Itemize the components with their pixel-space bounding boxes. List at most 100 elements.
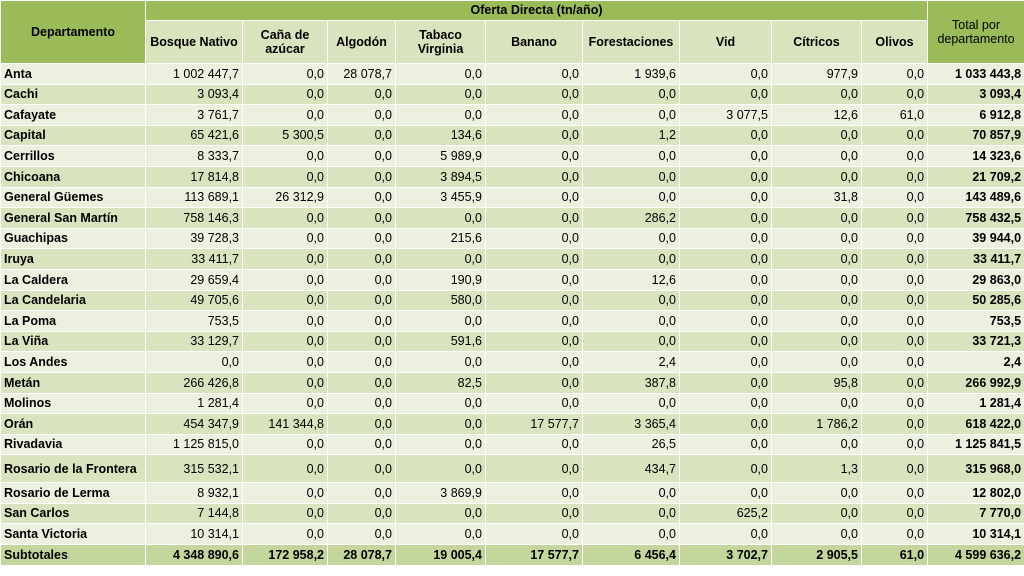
- value-cell: 0,0: [582, 523, 680, 546]
- total-cell: 618 422,0: [927, 413, 1024, 435]
- value-cell: 0,0: [242, 502, 328, 525]
- departamento-cell: Cafayate: [0, 104, 146, 126]
- value-cell: 215,6: [395, 227, 486, 250]
- value-cell: 0,0: [860, 186, 929, 209]
- value-cell: 0,0: [327, 83, 396, 106]
- value-cell: 0,0: [582, 227, 680, 250]
- value-cell: 0,0: [485, 145, 583, 167]
- table-row: Molinos 1 281,4 0,0 0,0 0,0 0,0 0,0 0,0 0,0 0,0 1 …: [0, 392, 1024, 415]
- value-cell: 0,0: [860, 124, 929, 147]
- value-cell: 0,0: [327, 392, 396, 415]
- value-cell: 0,0: [242, 523, 328, 546]
- value-cell: 0,0: [145, 351, 243, 373]
- value-cell: 0,0: [485, 330, 583, 353]
- value-cell: 0,0: [679, 482, 772, 504]
- value-cell: 0,0: [860, 433, 929, 456]
- value-cell: 0,0: [242, 248, 328, 270]
- departamento-cell: Santa Victoria: [0, 523, 146, 546]
- value-cell: 0,0: [771, 523, 862, 546]
- value-cell: 0,0: [242, 104, 328, 126]
- departamento-cell: Subtotales: [0, 544, 146, 566]
- value-cell: 0,0: [860, 330, 929, 353]
- total-cell: 29 863,0: [927, 268, 1024, 291]
- total-cell: 70 857,9: [927, 124, 1024, 147]
- value-cell: 0,0: [485, 392, 583, 415]
- column-header: Cítricos: [771, 20, 862, 64]
- table-row: Santa Victoria 10 314,1 0,0 0,0 0,0 0,0 0,0 0,0…: [0, 523, 1024, 546]
- value-cell: 0,0: [771, 83, 862, 106]
- value-cell: 141 344,8: [242, 413, 328, 435]
- value-cell: 0,0: [485, 268, 583, 291]
- value-cell: 286,2: [582, 207, 680, 229]
- value-cell: 49 705,6: [145, 289, 243, 312]
- value-cell: 3 702,7: [679, 544, 772, 566]
- value-cell: 0,0: [485, 186, 583, 209]
- table-row: San Carlos 7 144,8 0,0 0,0 0,0 0,0 0,0 625,2 0,0…: [0, 502, 1024, 525]
- value-cell: 4 348 890,6: [145, 544, 243, 566]
- value-cell: 0,0: [485, 454, 583, 484]
- value-cell: 5 989,9: [395, 145, 486, 167]
- value-cell: 0,0: [327, 413, 396, 435]
- column-header: Forestaciones: [582, 20, 680, 64]
- value-cell: 6 456,4: [582, 544, 680, 566]
- value-cell: 0,0: [327, 145, 396, 167]
- value-cell: 0,0: [242, 454, 328, 484]
- value-cell: 0,0: [582, 330, 680, 353]
- value-cell: 26,5: [582, 433, 680, 456]
- value-cell: 0,0: [860, 63, 929, 85]
- value-cell: 1,3: [771, 454, 862, 484]
- total-cell: 266 992,9: [927, 371, 1024, 394]
- value-cell: 0,0: [679, 83, 772, 106]
- value-cell: 0,0: [679, 330, 772, 353]
- value-cell: 0,0: [860, 310, 929, 332]
- value-cell: 0,0: [395, 351, 486, 373]
- value-cell: 0,0: [242, 227, 328, 250]
- total-cell: 753,5: [927, 310, 1024, 332]
- departamento-cell: Rivadavia: [0, 433, 146, 456]
- table-row: Guachipas 39 728,3 0,0 0,0 215,6 0,0 0,0 0,0 0,0…: [0, 227, 1024, 250]
- departamento-cell: San Carlos: [0, 502, 146, 525]
- value-cell: 0,0: [860, 482, 929, 504]
- column-header: Algodón: [327, 20, 396, 64]
- total-cell: 7 770,0: [927, 502, 1024, 525]
- value-cell: 5 300,5: [242, 124, 328, 147]
- value-cell: 0,0: [327, 433, 396, 456]
- total-cell: 315 968,0: [927, 454, 1024, 484]
- value-cell: 0,0: [327, 165, 396, 188]
- table-row: Chicoana 17 814,8 0,0 0,0 3 894,5 0,0 0,0 0,0 0,…: [0, 165, 1024, 188]
- value-cell: 172 958,2: [242, 544, 328, 566]
- table-row: Rosario de la Frontera 315 532,1 0,0 0,0 0,0…: [0, 454, 1024, 484]
- value-cell: 0,0: [327, 186, 396, 209]
- column-header: Tabaco Virginia: [395, 20, 486, 64]
- header-oferta-directa: Oferta Directa (tn/año): [144, 0, 929, 21]
- value-cell: 0,0: [485, 227, 583, 250]
- value-cell: 0,0: [679, 165, 772, 188]
- departamento-cell: Cerrillos: [0, 145, 146, 167]
- value-cell: 0,0: [771, 165, 862, 188]
- value-cell: 0,0: [860, 523, 929, 546]
- value-cell: 625,2: [679, 502, 772, 525]
- value-cell: 0,0: [327, 502, 396, 525]
- departamento-cell: Anta: [0, 63, 146, 85]
- value-cell: 0,0: [485, 165, 583, 188]
- value-cell: 0,0: [679, 310, 772, 332]
- column-header: Bosque Nativo: [145, 20, 243, 64]
- value-cell: 0,0: [771, 289, 862, 312]
- value-cell: 0,0: [582, 248, 680, 270]
- total-cell: 4 599 636,2: [927, 544, 1024, 566]
- value-cell: 0,0: [242, 289, 328, 312]
- value-cell: 0,0: [485, 248, 583, 270]
- total-cell: 21 709,2: [927, 165, 1024, 188]
- value-cell: 3 761,7: [145, 104, 243, 126]
- value-cell: 753,5: [145, 310, 243, 332]
- value-cell: 0,0: [582, 310, 680, 332]
- subtotal-row: Subtotales 4 348 890,6 172 958,2 28 078,7 19…: [0, 544, 1024, 566]
- table-row: Rivadavia 1 125 815,0 0,0 0,0 0,0 0,0 26,5 0,0 0…: [0, 433, 1024, 456]
- total-cell: 1 281,4: [927, 392, 1024, 415]
- value-cell: 2 905,5: [771, 544, 862, 566]
- table-row: Orán 454 347,9 141 344,8 0,0 0,0 17 577,7 3 36…: [0, 413, 1024, 435]
- total-cell: 758 432,5: [927, 207, 1024, 229]
- departamento-cell: Guachipas: [0, 227, 146, 250]
- value-cell: 0,0: [771, 248, 862, 270]
- table-row: Capital 65 421,6 5 300,5 0,0 134,6 0,0 1,2 0,0 0…: [0, 124, 1024, 147]
